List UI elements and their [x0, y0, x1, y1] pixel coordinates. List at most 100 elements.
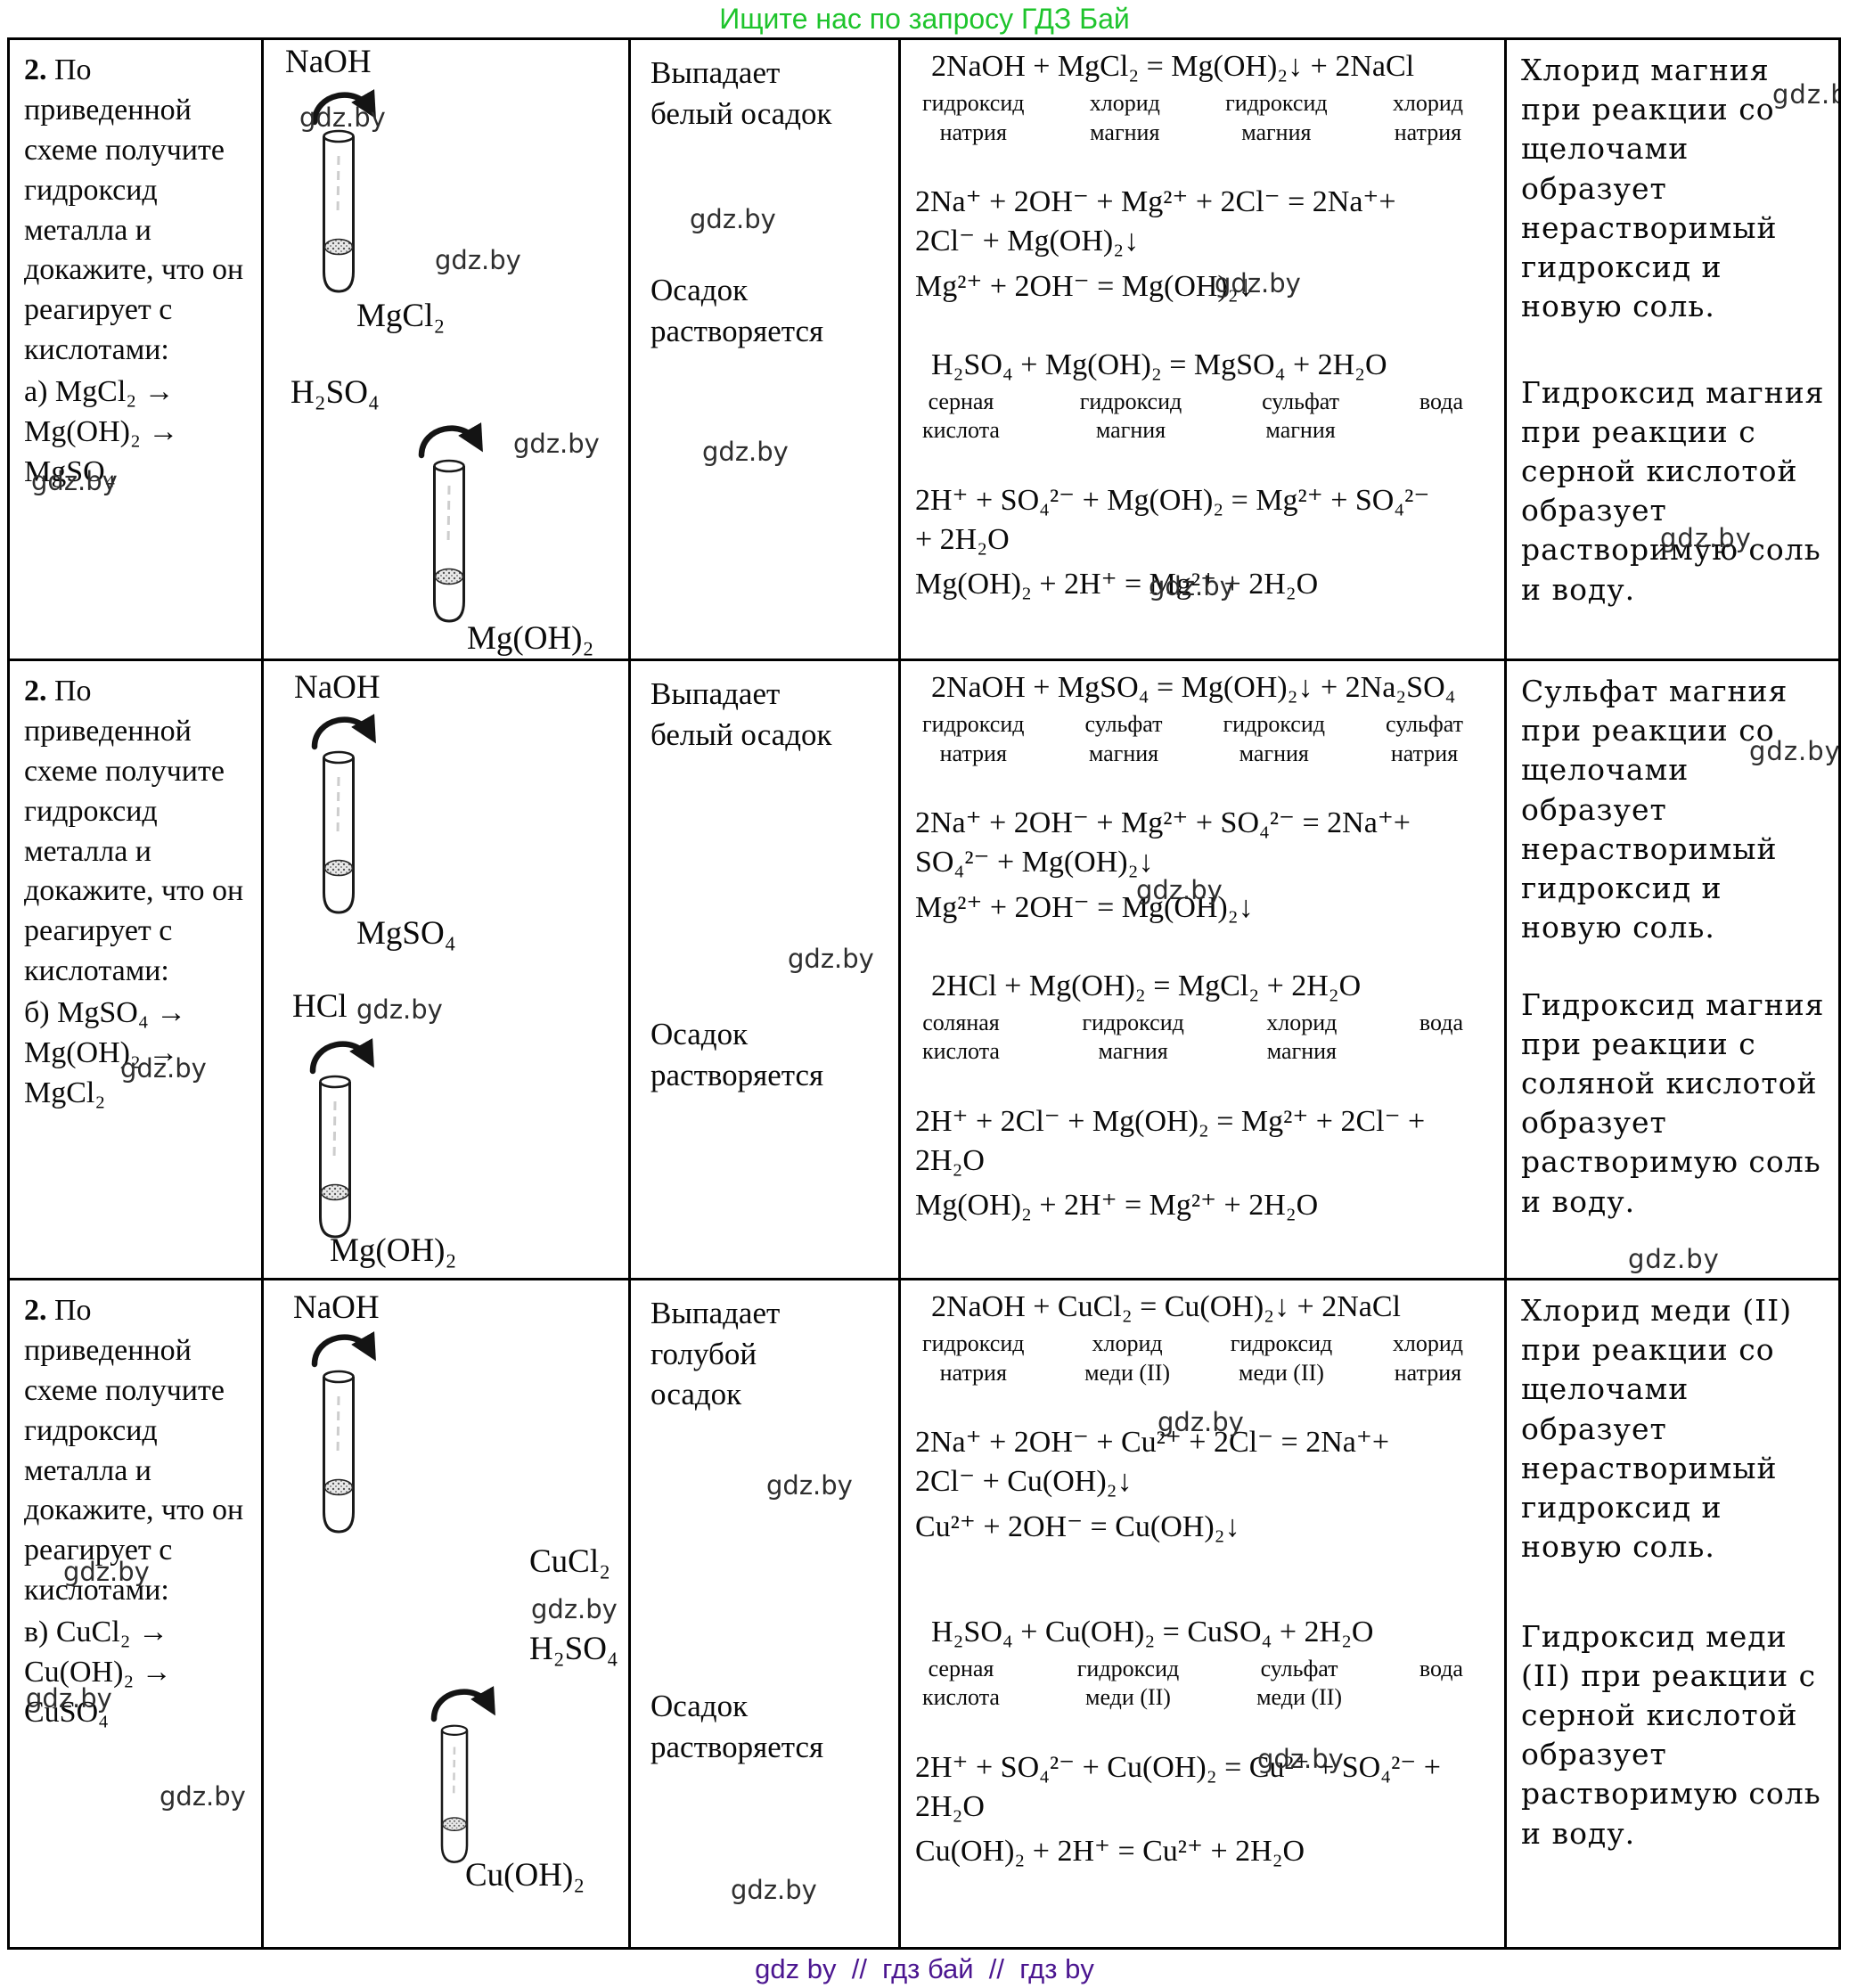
task-cell: 2. По приведенной схеме получите гидрокс… — [10, 40, 264, 661]
substance-label: MgSO₄ — [356, 915, 456, 952]
equation-labels: гидроксид натрия сульфат магния гидроксид м… — [915, 710, 1493, 768]
ionic-equation: 2H⁺ + SO₄²⁻ + Mg(OH)₂ = Mg²⁺ + SO₄²⁻ + 2… — [915, 483, 1430, 557]
gdz-watermark: gdz.by — [702, 437, 789, 467]
test-tube-icon — [321, 750, 356, 916]
substance-name: сульфат магния — [1262, 388, 1340, 444]
gdz-watermark: gdz.by — [435, 245, 521, 275]
test-tube-icon — [431, 459, 467, 625]
equation-labels: серная кислота гидроксид меди (II) сульфат… — [915, 1655, 1493, 1713]
substance-name: сульфат натрия — [1386, 711, 1463, 766]
footer-links: gdz by // гдз бай // гдз by — [755, 1953, 1094, 1984]
reagent-label: H₂SO₄ — [290, 374, 380, 411]
header-promo: Ищите нас по запросу ГДЗ Бай — [719, 3, 1130, 35]
substance-name: сульфат меди (II) — [1256, 1655, 1343, 1711]
task-text: 2. По приведенной схеме получите гидрокс… — [24, 51, 250, 371]
equation-labels: гидроксид натрия хлорид меди (II) гидрокси… — [915, 1329, 1493, 1387]
net-ionic-equation: Cu(OH)₂ + 2H⁺ = Cu²⁺ + 2H₂O — [915, 1835, 1305, 1869]
task-cell: 2. По приведенной схеме получите гидрокс… — [10, 661, 264, 1280]
substance-label: MgCl₂ — [356, 298, 446, 334]
task-variant: а) MgCl₂ → Mg(OH)₂ → MgSO₄ — [24, 375, 179, 488]
observation-precipitate: Выпадает белый осадок — [650, 676, 832, 752]
task-body: По приведенной схеме получите гидроксид … — [24, 53, 244, 367]
net-ionic-equation: Mg²⁺ + 2OH⁻ = Mg(OH)₂↓ — [915, 269, 1254, 303]
pour-arrow-icon — [426, 1680, 506, 1730]
reagent-label: NaOH — [294, 669, 380, 706]
task-text: 2. По приведенной схеме получите гидрокс… — [24, 672, 250, 992]
gdz-watermark: gdz.by — [1158, 1407, 1244, 1437]
test-tube-icon — [317, 1075, 353, 1240]
ionic-equation: 2Na⁺ + 2OH⁻ + Cu²⁺ + 2Cl⁻ = 2Na⁺+ 2Cl⁻ +… — [915, 1426, 1389, 1499]
gdz-watermark: gdz.by — [26, 1683, 112, 1714]
gdz-watermark: gdz.by — [1149, 571, 1235, 601]
ionic-equation: 2Na⁺ + 2OH⁻ + Mg²⁺ + 2Cl⁻ = 2Na⁺+ 2Cl⁻ +… — [915, 185, 1396, 258]
molecular-equation: 2NaOH + CuCl₂ = Cu(OH)₂↓ + 2NaCl — [931, 1290, 1401, 1323]
substance-name: гидроксид магния — [1079, 388, 1182, 444]
conclusion-text: Хлорид меди (II) при реакции со щелочами… — [1521, 1293, 1793, 1565]
conclusion-text: Гидроксид магния при реакции с соляной к… — [1521, 986, 1825, 1219]
substance-name: сульфат магния — [1084, 711, 1163, 766]
net-ionic-equation: Mg²⁺ + 2OH⁻ = Mg(OH)₂↓ — [915, 890, 1254, 924]
gdz-watermark: gdz.by — [1628, 1244, 1720, 1274]
substance-name: хлорид магния — [1266, 1009, 1338, 1065]
gdz-watermark: gdz.by — [31, 466, 118, 496]
substance-name: серная кислота — [922, 388, 1000, 444]
substance-name: гидроксид магния — [1223, 711, 1325, 766]
equation-labels: гидроксид натрия хлорид магния гидроксид ма… — [915, 89, 1493, 147]
substance-name: соляная кислота — [922, 1009, 1000, 1065]
equation-labels: серная кислота гидроксид магния сульфат маг… — [915, 388, 1493, 446]
reagent-label: NaOH — [293, 1289, 380, 1326]
gdz-watermark: gdz.by — [120, 1053, 207, 1084]
conclusion-text: Гидроксид меди (II) при реакции с серной… — [1521, 1618, 1821, 1851]
gdz-watermark: gdz.by — [63, 1557, 150, 1587]
net-ionic-equation: Mg(OH)₂ + 2H⁺ = Mg²⁺ + 2H₂O — [915, 1189, 1319, 1223]
test-tube-icon — [321, 129, 356, 295]
molecular-equation: 2NaOH + MgSO₄ = Mg(OH)₂↓ + 2Na₂SO₄ — [931, 671, 1456, 704]
substance-label: Mg(OH)₂ — [467, 620, 594, 657]
gdz-watermark: gdz.by — [513, 429, 600, 459]
gdz-watermark: gdz.by — [1660, 523, 1752, 553]
gdz-watermark: gdz.by — [531, 1594, 618, 1624]
substance-label: Cu(OH)₂ — [465, 1857, 585, 1894]
task-number: 2. — [24, 1294, 47, 1327]
task-body: По приведенной схеме получите гидроксид … — [24, 675, 244, 988]
ionic-equation: 2H⁺ + 2Cl⁻ + Mg(OH)₂ = Mg²⁺ + 2Cl⁻ + 2H₂… — [915, 1104, 1426, 1178]
substance-label: Mg(OH)₂ — [330, 1232, 457, 1269]
net-ionic-equation: Mg(OH)₂ + 2H⁺ = Mg²⁺ + 2H₂O — [915, 568, 1319, 601]
test-tube-icon — [321, 1370, 356, 1535]
substance-name: гидроксид меди (II) — [1076, 1655, 1180, 1711]
task-cell: 2. По приведенной схеме получите гидрокс… — [10, 1280, 264, 1947]
conclusion-text: Сульфат магния при реакции со щелочами о… — [1521, 674, 1788, 945]
task-number: 2. — [24, 675, 47, 708]
gdz-watermark: gdz.by — [1772, 79, 1838, 110]
substance-name: гидроксид меди (II) — [1230, 1330, 1333, 1386]
observation-dissolve: Осадок растворяется — [650, 273, 824, 348]
observation-cell: Выпадает голубой осадок Осадок растворяе… — [631, 1280, 901, 1947]
substance-name: серная кислота — [922, 1655, 1000, 1711]
observation-dissolve: Осадок растворяется — [650, 1689, 824, 1764]
gdz-watermark: gdz.by — [356, 994, 443, 1025]
substance-name: вода — [1419, 388, 1463, 414]
scheme-cell: NaOH MgCl₂ H₂SO₄ Mg(OH)₂ gdz.by gdz.by g… — [264, 40, 631, 661]
solution-table: 2. По приведенной схеме получите гидрокс… — [7, 37, 1841, 1950]
gdz-watermark: gdz.by — [788, 944, 874, 974]
test-tube-icon — [438, 1724, 470, 1865]
net-ionic-equation: Cu²⁺ + 2OH⁻ = Cu(OH)₂↓ — [915, 1509, 1240, 1543]
conclusion-cell: Хлорид меди (II) при реакции со щелочами… — [1507, 1280, 1838, 1947]
gdz-watermark: gdz.by — [690, 204, 776, 234]
task-variant: в) CuCl₂ → Cu(OH)₂ → CuSO₄ — [24, 1616, 172, 1729]
substance-name: хлорид магния — [1089, 90, 1160, 145]
conclusion-text: Хлорид магния при реакции со щелочами об… — [1521, 53, 1778, 324]
gdz-watermark: gdz.by — [1257, 1744, 1344, 1774]
gdz-watermark: gdz.by — [731, 1875, 817, 1905]
observation-dissolve: Осадок растворяется — [650, 1017, 824, 1092]
equation-labels: соляная кислота гидроксид магния хлорид маг… — [915, 1009, 1493, 1067]
task-text: 2. По приведенной схеме получите гидрокс… — [24, 1291, 250, 1611]
substance-name: вода — [1419, 1009, 1463, 1035]
equations-cell: 2NaOH + MgCl₂ = Mg(OH)₂↓ + 2NaCl гидрокс… — [901, 40, 1507, 661]
substance-name: гидроксид магния — [1082, 1009, 1184, 1065]
substance-name: хлорид меди (II) — [1084, 1330, 1171, 1386]
equations-cell: 2NaOH + MgSO₄ = Mg(OH)₂↓ + 2Na₂SO₄ гидро… — [901, 661, 1507, 1280]
substance-name: вода — [1419, 1655, 1463, 1681]
molecular-equation: H₂SO₄ + Cu(OH)₂ = CuSO₄ + 2H₂O — [931, 1615, 1374, 1648]
